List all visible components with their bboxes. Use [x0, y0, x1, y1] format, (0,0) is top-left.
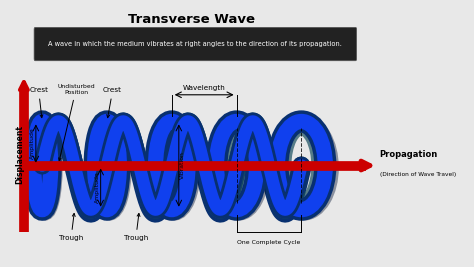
Text: Trough: Trough: [59, 213, 83, 241]
Text: Amplitude: Amplitude: [30, 128, 35, 159]
Text: One Complete Cycle: One Complete Cycle: [237, 240, 301, 245]
Text: Trough: Trough: [124, 213, 148, 241]
Text: Crest: Crest: [103, 88, 122, 118]
Text: Vibration: Vibration: [180, 152, 184, 179]
FancyBboxPatch shape: [34, 28, 356, 61]
Text: Wavelength: Wavelength: [183, 85, 226, 91]
Text: Amplitude: Amplitude: [95, 172, 100, 203]
Text: Displacement: Displacement: [15, 125, 24, 184]
Text: Transverse Wave: Transverse Wave: [128, 13, 255, 26]
Text: Propagation: Propagation: [380, 150, 438, 159]
Text: Crest: Crest: [29, 88, 48, 118]
Text: (Direction of Wave Travel): (Direction of Wave Travel): [380, 172, 456, 177]
Text: A wave in which the medium vibrates at right angles to the direction of its prop: A wave in which the medium vibrates at r…: [48, 41, 342, 47]
Text: Undisturbed
Position: Undisturbed Position: [57, 84, 95, 160]
